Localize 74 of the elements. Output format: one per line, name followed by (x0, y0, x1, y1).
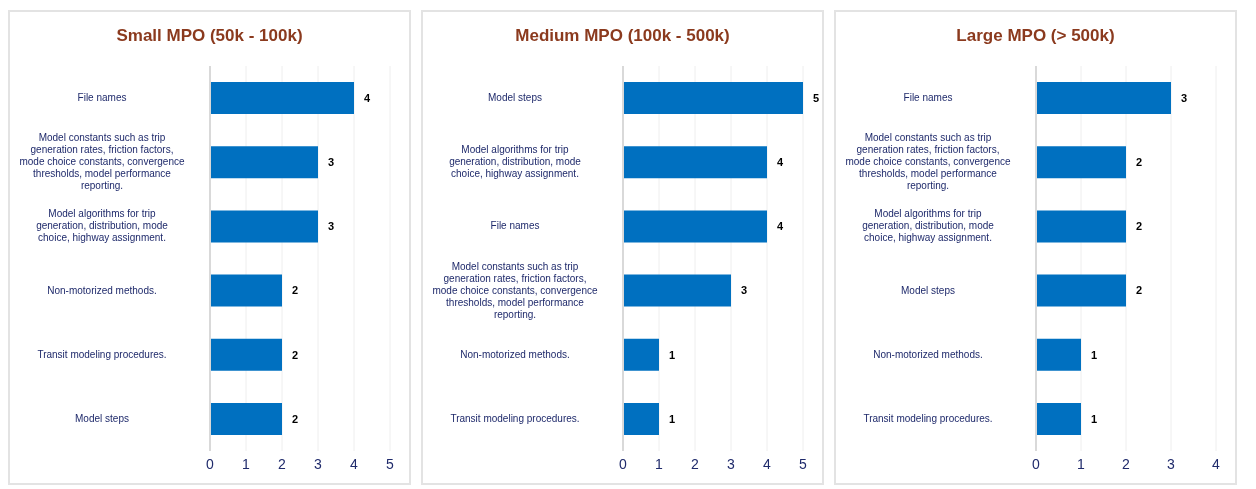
data-label: 4 (777, 220, 784, 233)
bar (210, 338, 282, 371)
y-tick-label: Model steps (901, 284, 955, 296)
y-tick-label: File names (490, 220, 540, 232)
data-label: 1 (1091, 412, 1098, 425)
data-label: 4 (364, 91, 371, 104)
data-label: 2 (1136, 284, 1143, 297)
data-label: 2 (292, 284, 299, 297)
x-tick-label: 5 (386, 455, 395, 472)
y-tick-label: Transit modeling procedures. (450, 412, 580, 424)
y-tick-label: Non-motorized methods. (460, 348, 570, 360)
bar (210, 210, 318, 243)
x-tick-label: 3 (1167, 455, 1176, 472)
y-tick-label: Model steps (488, 91, 542, 103)
y-tick-label: Transit modeling procedures. (37, 348, 167, 360)
bar (1036, 338, 1081, 371)
x-tick-label: 4 (350, 455, 359, 472)
x-tick-label: 0 (1032, 455, 1041, 472)
bar (210, 146, 318, 179)
bar (623, 210, 767, 243)
data-label: 2 (292, 348, 299, 361)
y-tick-label: Model constants such as trip generation rates, friction factors, mode choice constants, convergence thresholds, model performance reporting. (432, 260, 598, 320)
x-tick-label: 1 (242, 455, 251, 472)
chart-title: Small MPO (50k - 100k) (115, 26, 304, 47)
y-tick-label: File names (77, 91, 127, 103)
bar (1036, 402, 1081, 435)
chart-title: Medium MPO (100k - 500k) (514, 26, 731, 47)
bar (1036, 82, 1171, 115)
x-tick-label: 3 (314, 455, 323, 472)
data-label: 1 (669, 348, 676, 361)
x-tick-label: 0 (206, 455, 215, 472)
x-tick-label: 1 (1077, 455, 1086, 472)
y-tick-label: Non-motorized methods. (47, 284, 157, 296)
x-tick-label: 2 (278, 455, 287, 472)
data-label: 3 (1181, 91, 1188, 104)
data-label: 2 (1136, 156, 1143, 169)
data-label: 1 (669, 412, 676, 425)
bar (623, 146, 767, 179)
bar (210, 82, 354, 115)
bar (210, 274, 282, 307)
x-tick-label: 2 (691, 455, 700, 472)
data-label: 3 (328, 156, 335, 169)
x-tick-label: 4 (763, 455, 772, 472)
bar (210, 402, 282, 435)
data-label: 4 (777, 156, 784, 169)
data-label: 5 (813, 91, 820, 104)
x-tick-label: 5 (799, 455, 808, 472)
chart-title: Large MPO (> 500k) (955, 26, 1116, 47)
x-tick-label: 2 (1122, 455, 1131, 472)
data-label: 1 (1091, 348, 1098, 361)
y-tick-label: Transit modeling procedures. (863, 412, 993, 424)
x-tick-label: 3 (727, 455, 736, 472)
y-tick-label: Model algorithms for trip generation, distribution, mode choice, highway assignment. (36, 208, 169, 244)
bar (1036, 210, 1126, 243)
y-tick-label: Model algorithms for trip generation, distribution, mode choice, highway assignment. (862, 208, 995, 244)
bar (623, 82, 803, 115)
data-label: 2 (1136, 220, 1143, 233)
y-tick-label: File names (903, 91, 953, 103)
x-tick-label: 1 (655, 455, 664, 472)
x-tick-label: 0 (619, 455, 628, 472)
y-tick-label: Model constants such as trip generation rates, friction factors, mode choice constants, convergence thresholds, model performance reporting. (19, 131, 185, 191)
y-tick-label: Model steps (75, 412, 129, 424)
bar (1036, 274, 1126, 307)
bar (1036, 146, 1126, 179)
data-label: 2 (292, 412, 299, 425)
y-tick-label: Non-motorized methods. (873, 348, 983, 360)
bar (623, 338, 659, 371)
bar (623, 402, 659, 435)
y-tick-label: Model constants such as trip generation rates, friction factors, mode choice constants, convergence thresholds, model performance reporting. (845, 131, 1011, 191)
bar (623, 274, 731, 307)
data-label: 3 (741, 284, 748, 297)
x-tick-label: 4 (1212, 455, 1221, 472)
data-label: 3 (328, 220, 335, 233)
y-tick-label: Model algorithms for trip generation, distribution, mode choice, highway assignment. (449, 143, 582, 179)
